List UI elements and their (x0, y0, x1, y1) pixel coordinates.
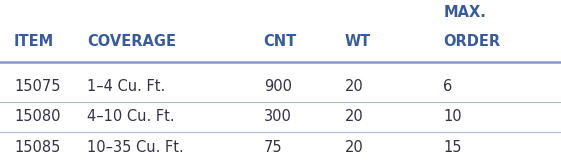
Text: 10–35 Cu. Ft.: 10–35 Cu. Ft. (87, 140, 183, 156)
Text: 15: 15 (443, 140, 462, 156)
Text: 15080: 15080 (14, 109, 61, 124)
Text: 20: 20 (345, 140, 364, 156)
Text: ITEM: ITEM (14, 34, 54, 49)
Text: 10: 10 (443, 109, 462, 124)
Text: MAX.: MAX. (443, 5, 486, 20)
Text: 20: 20 (345, 109, 364, 124)
Text: 1–4 Cu. Ft.: 1–4 Cu. Ft. (87, 79, 165, 94)
Text: ORDER: ORDER (443, 34, 500, 49)
Text: 6: 6 (443, 79, 452, 94)
Text: 300: 300 (264, 109, 292, 124)
Text: COVERAGE: COVERAGE (87, 34, 176, 49)
Text: 75: 75 (264, 140, 282, 156)
Text: 4–10 Cu. Ft.: 4–10 Cu. Ft. (87, 109, 174, 124)
Text: 900: 900 (264, 79, 292, 94)
Text: 15085: 15085 (14, 140, 61, 156)
Text: 20: 20 (345, 79, 364, 94)
Text: CNT: CNT (264, 34, 297, 49)
Text: WT: WT (345, 34, 371, 49)
Text: 15075: 15075 (14, 79, 61, 94)
